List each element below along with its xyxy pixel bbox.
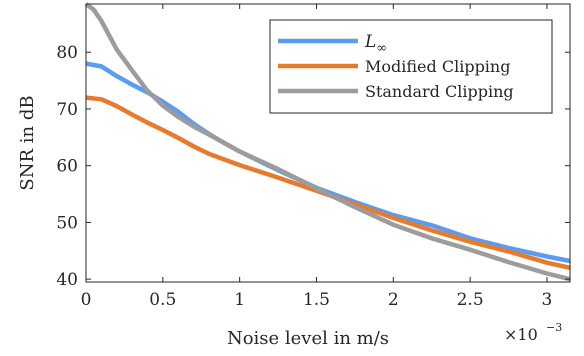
y-tick-label-4: 80 bbox=[56, 43, 78, 63]
legend-label-0: L∞ bbox=[364, 32, 387, 56]
y-tick-label-1: 50 bbox=[56, 213, 78, 233]
axis-tick-labels: 0 0.5 1 1.5 2 2.5 3 40 50 60 70 80 bbox=[56, 43, 552, 310]
y-tick-label-2: 60 bbox=[56, 157, 78, 177]
series-line-2 bbox=[84, 2, 571, 282]
x-tick-label-2: 1 bbox=[234, 290, 245, 310]
legend-label-2: Standard Clipping bbox=[365, 82, 514, 101]
x-tick-label-1: 0.5 bbox=[149, 290, 176, 310]
legend-label-1: Modified Clipping bbox=[365, 57, 510, 76]
y-tick-label-0: 40 bbox=[56, 270, 78, 290]
y-axis-label: SNR in dB bbox=[17, 95, 38, 190]
axis-ticks bbox=[85, 4, 570, 282]
series-line-1 bbox=[85, 95, 571, 270]
x-tick-label-4: 2 bbox=[388, 290, 399, 310]
series-lines bbox=[84, 2, 571, 282]
legend-entries: L∞Modified Clipping Standard Clipping bbox=[278, 32, 514, 101]
legend: L∞Modified Clipping Standard Clipping bbox=[269, 19, 553, 114]
x-axis-label: Noise level in m/s bbox=[227, 328, 389, 349]
plot-frame bbox=[85, 3, 571, 283]
y-tick-label-3: 70 bbox=[56, 100, 78, 120]
x-exponent-power: −3 bbox=[546, 321, 562, 334]
x-exponent-base: ×10 bbox=[504, 325, 538, 344]
x-tick-label-3: 1.5 bbox=[303, 290, 330, 310]
x-axis-exponent: ×10 −3 bbox=[504, 321, 562, 344]
x-tick-label-0: 0 bbox=[81, 290, 92, 310]
x-tick-label-5: 2.5 bbox=[457, 290, 484, 310]
x-tick-label-6: 3 bbox=[542, 290, 553, 310]
